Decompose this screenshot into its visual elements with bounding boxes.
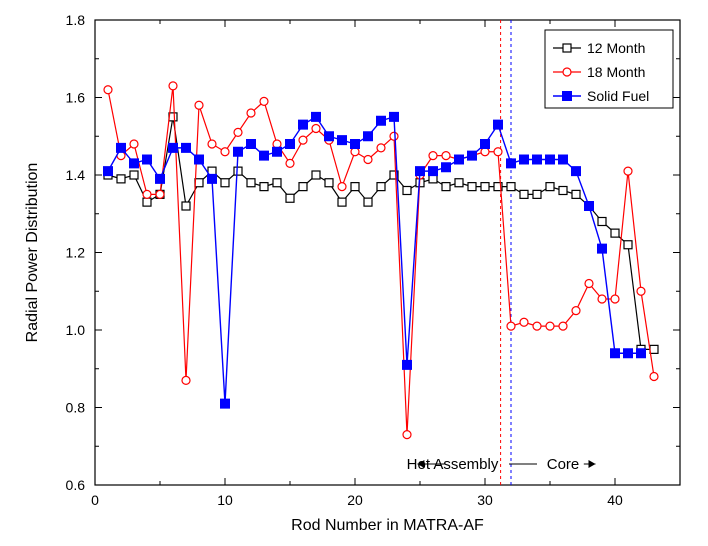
y-tick-label: 1.8 [66, 12, 86, 28]
x-tick-label: 40 [607, 492, 623, 508]
legend-label: 18 Month [587, 64, 645, 80]
legend-label: Solid Fuel [587, 88, 649, 104]
x-tick-label: 30 [477, 492, 493, 508]
legend: 12 Month 18 Month Solid Fuel [545, 30, 673, 108]
y-tick-label: 1.2 [66, 245, 86, 261]
annotation-core: Core [547, 456, 580, 473]
y-tick-label: 0.8 [66, 400, 86, 416]
y-tick-label: 1.4 [66, 167, 86, 183]
chart-container: 0 10 20 30 40 0.6 0.8 1.0 1.2 1.4 1.6 1.8 Rod Number… [0, 0, 708, 546]
x-tick-label: 20 [347, 492, 363, 508]
y-tick-label: 1.6 [66, 90, 86, 106]
y-tick-label: 0.6 [66, 477, 86, 493]
y-axis-label: Radial Power Distribution [24, 163, 41, 343]
y-tick-label: 1.0 [66, 322, 86, 338]
x-tick-label: 0 [91, 492, 99, 508]
legend-label: 12 Month [587, 40, 645, 56]
chart-svg: 0 10 20 30 40 0.6 0.8 1.0 1.2 1.4 1.6 1.8 Rod Number… [0, 0, 708, 546]
x-tick-label: 10 [217, 492, 233, 508]
x-axis-label: Rod Number in MATRA-AF [291, 517, 484, 534]
